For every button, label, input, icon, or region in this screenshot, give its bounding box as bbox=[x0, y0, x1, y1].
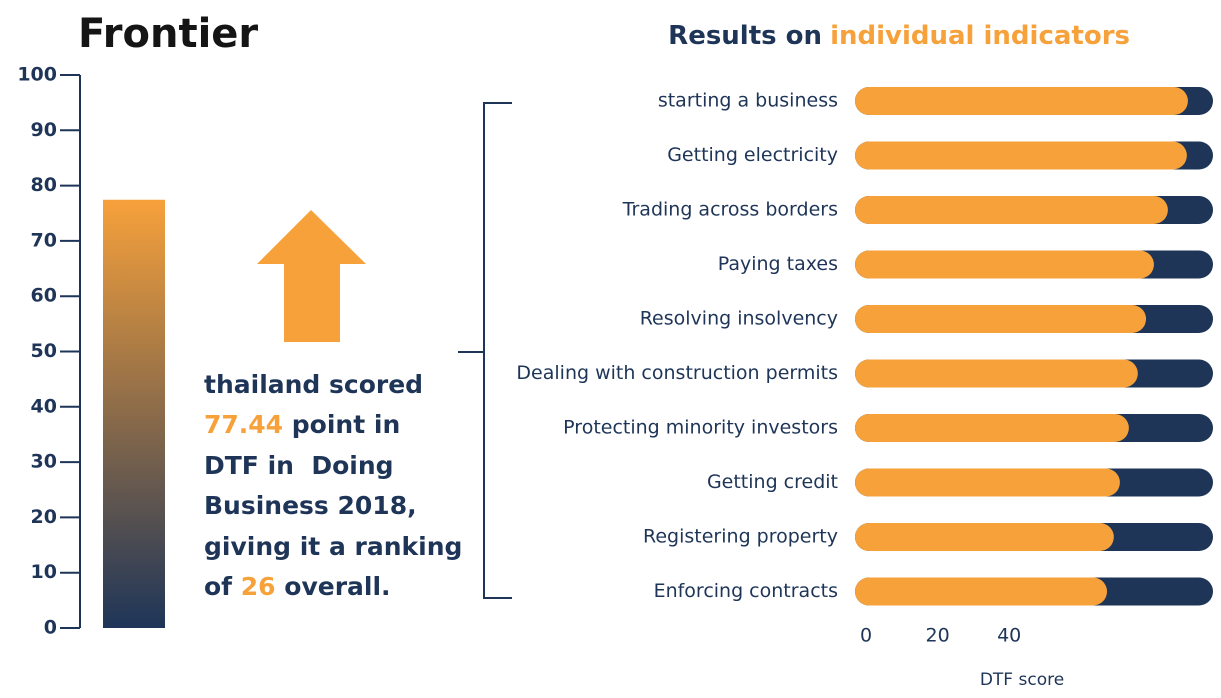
bar bbox=[855, 305, 1147, 333]
category-label: Enforcing contracts bbox=[654, 580, 838, 602]
category-label: Trading across borders bbox=[622, 199, 838, 221]
bar bbox=[855, 414, 1129, 442]
bar bbox=[855, 250, 1154, 279]
y-tick-label: 40 bbox=[31, 395, 57, 417]
y-tick-label: 0 bbox=[44, 617, 57, 639]
annotation: Business 2018, bbox=[204, 491, 417, 520]
bar bbox=[855, 196, 1168, 224]
page-title: Frontier bbox=[78, 11, 258, 57]
annotation: 77.44 point in bbox=[204, 410, 400, 439]
category-label: Dealing with construction permits bbox=[516, 362, 838, 384]
y-tick-label: 70 bbox=[31, 229, 57, 251]
category-label: Getting electricity bbox=[667, 144, 838, 166]
title-highlight: individual indicators bbox=[830, 21, 1130, 51]
x-tick-label: 0 bbox=[860, 625, 872, 647]
x-tick-label: 40 bbox=[997, 625, 1021, 647]
x-axis-label: DTF score bbox=[980, 670, 1064, 690]
y-tick-label: 10 bbox=[31, 561, 57, 583]
chart-title: Results on individual indicators bbox=[668, 21, 1130, 51]
y-tick-label: 60 bbox=[31, 285, 57, 307]
category-label: Resolving insolvency bbox=[640, 308, 838, 330]
annotation-text: Business 2018, bbox=[204, 491, 417, 520]
annotation-text: point in bbox=[283, 410, 400, 439]
bar bbox=[855, 577, 1108, 606]
bar bbox=[855, 359, 1138, 388]
annotation: thailand scored bbox=[204, 370, 423, 399]
annotation: DTF in Doing bbox=[204, 451, 394, 480]
y-tick-label: 30 bbox=[31, 451, 57, 473]
title-text: Results on bbox=[668, 21, 822, 51]
bar bbox=[855, 468, 1120, 497]
annotation-text: overall. bbox=[276, 572, 391, 601]
category-label: Protecting minority investors bbox=[563, 417, 838, 439]
annotation: giving it a ranking bbox=[204, 532, 462, 561]
y-tick-label: 80 bbox=[31, 174, 57, 196]
y-tick-label: 20 bbox=[31, 506, 57, 528]
annotation-text: DTF in Doing bbox=[204, 451, 394, 480]
annotation-text: thailand scored bbox=[204, 370, 423, 399]
category-label: Getting credit bbox=[707, 471, 838, 493]
rank-label: 26 bbox=[241, 572, 276, 601]
up-arrow bbox=[257, 210, 366, 342]
bar bbox=[855, 141, 1187, 170]
annotation-text: giving it a ranking bbox=[204, 532, 462, 561]
category-label: Paying taxes bbox=[718, 253, 838, 275]
bar bbox=[855, 87, 1188, 115]
y-tick-label: 100 bbox=[17, 64, 57, 86]
y-tick-label: 50 bbox=[31, 340, 57, 362]
category-label: Registering property bbox=[643, 526, 838, 548]
y-tick-label: 90 bbox=[31, 119, 57, 141]
score-label: 77.44 bbox=[204, 410, 283, 439]
annotation-text: of bbox=[204, 572, 241, 601]
bar bbox=[103, 199, 165, 628]
x-tick-label: 20 bbox=[926, 625, 950, 647]
bar bbox=[855, 523, 1114, 551]
annotation: of 26 overall. bbox=[204, 572, 391, 601]
bracket bbox=[458, 102, 512, 599]
category-label: starting a business bbox=[658, 90, 838, 112]
